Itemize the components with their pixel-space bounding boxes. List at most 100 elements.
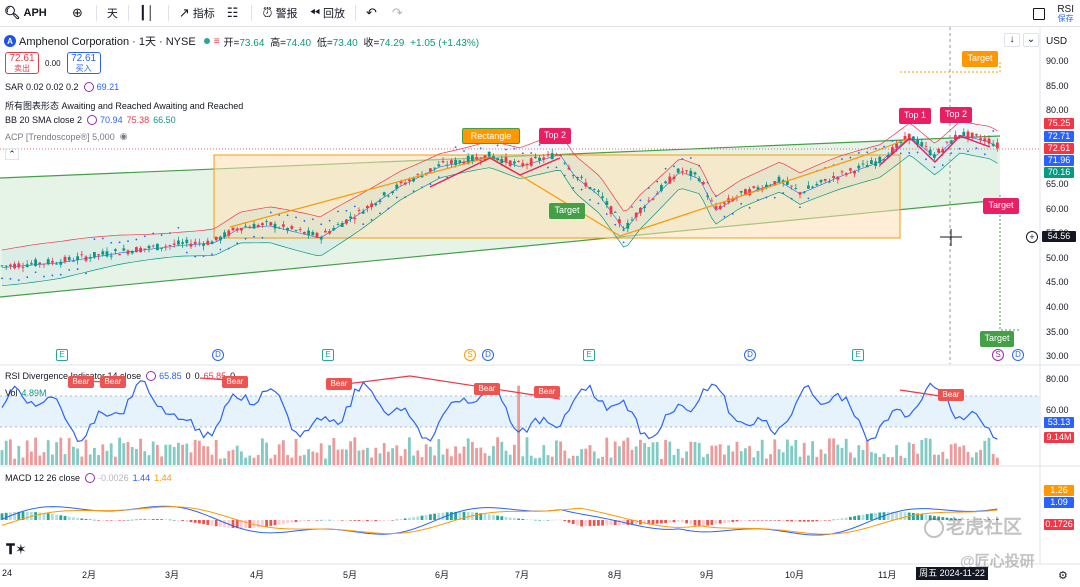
crosshair-price: 54.56 — [1047, 231, 1071, 241]
volume-bar — [874, 453, 877, 465]
alert-button[interactable]: ⏰︎ 警报 — [256, 0, 303, 27]
settings-button[interactable]: ⌄ — [1023, 33, 1039, 47]
event-marker-icon[interactable]: D — [744, 349, 756, 361]
macd-histogram-bar — [151, 519, 155, 520]
candle-body — [366, 206, 369, 209]
legend-bb[interactable]: BB 20 SMA close 2 70.94 75.38 66.50 — [5, 115, 180, 125]
undo-button[interactable]: ↶ — [360, 0, 386, 27]
indicators-button[interactable]: ↗ 指标 — [173, 0, 221, 27]
volume-bar — [882, 453, 886, 465]
volume-bar — [416, 450, 420, 465]
price-tag: 75.25 — [1044, 118, 1074, 129]
redo-button[interactable]: ↷ — [386, 0, 412, 27]
layout-button[interactable]: ☷ — [221, 0, 248, 27]
compare-icon[interactable]: ≡ — [213, 35, 220, 47]
sell-price: 72.61 — [9, 53, 35, 64]
candle-body — [970, 132, 974, 137]
volume-bar — [891, 457, 894, 465]
event-marker-icon[interactable]: E — [583, 349, 595, 361]
chart-type-button[interactable]: ┃│ — [133, 0, 164, 27]
legend-patterns[interactable]: 所有图表形态 Awaiting and Reached Awaiting and… — [5, 99, 243, 112]
event-marker-icon[interactable]: E — [852, 349, 864, 361]
macd-histogram-bar — [202, 520, 205, 525]
volume-bar — [172, 447, 176, 465]
macd-histogram-bar — [576, 520, 579, 526]
event-marker-icon[interactable]: S — [992, 349, 1004, 361]
candle-body — [84, 256, 88, 261]
macd-histogram-bar — [807, 520, 810, 522]
sar-dot — [740, 202, 743, 205]
volume-bar — [256, 455, 260, 465]
sell-button[interactable]: 72.61 卖出 — [5, 52, 39, 74]
time-tick: 24 — [2, 568, 13, 578]
collapse-legend-button[interactable]: ⌃ — [5, 148, 19, 160]
candle-body — [475, 157, 478, 159]
macd-histogram-bar — [769, 520, 772, 521]
replay-button[interactable]: ⏪︎ 回放 — [304, 0, 351, 27]
candle-body — [798, 192, 802, 195]
sar-dot — [286, 214, 289, 217]
candle-body — [643, 206, 646, 209]
legend-sar[interactable]: SAR 0.02 0.02 0.2 69.21 — [5, 82, 123, 92]
candle-body — [752, 186, 756, 188]
chart-canvas[interactable] — [0, 27, 1080, 587]
watermark-brand: 老虎社区 — [924, 512, 1022, 539]
legend-macd[interactable]: MACD 12 26 close -0.0026 1.44 1.44 — [5, 473, 176, 483]
compare-button[interactable]: ⊕ — [66, 0, 92, 27]
event-marker-icon[interactable]: E — [56, 349, 68, 361]
gear-icon[interactable]: ⚙ — [1058, 570, 1068, 582]
candle-body — [605, 201, 609, 206]
sar-dot — [841, 158, 843, 160]
legend-acp[interactable]: ACP [Trendoscope®] 5,000 ◉ — [5, 131, 128, 142]
event-marker-icon[interactable]: D — [482, 349, 494, 361]
volume-bar — [265, 442, 268, 465]
interval-button[interactable]: 天 — [101, 0, 124, 27]
scroll-down-button[interactable]: ↓ — [1004, 33, 1020, 47]
volume-tag: 9.14M — [1044, 432, 1074, 443]
candle-body — [513, 161, 516, 164]
tradingview-logo-icon[interactable]: 𝐓✶ — [6, 541, 27, 557]
fullscreen-button[interactable] — [1027, 0, 1051, 27]
interval-label: 天 — [106, 8, 118, 20]
save-layout-button[interactable]: RSI 保存 — [1051, 4, 1080, 23]
macd-histogram-bar — [193, 520, 197, 523]
event-marker-icon[interactable]: D — [1012, 349, 1024, 361]
macd-histogram-bar — [328, 519, 331, 521]
macd-histogram-bar — [466, 512, 470, 520]
legend-volume[interactable]: Vol 4.89M — [5, 388, 51, 398]
sar-value: 69.21 — [96, 82, 120, 92]
macd-histogram-bar — [786, 520, 789, 522]
bear-tag: Bear — [68, 376, 94, 388]
volume-bar — [937, 454, 940, 465]
source-icon — [146, 371, 157, 381]
volume-bar — [534, 458, 537, 465]
candle-body — [248, 226, 252, 229]
candle-body — [555, 154, 558, 156]
volume-bar — [966, 451, 970, 465]
currency-selector[interactable]: USD — [1046, 36, 1068, 47]
macd-histogram-bar — [756, 520, 760, 521]
buy-button[interactable]: 72.61 买入 — [66, 52, 101, 74]
sar-dot — [1, 277, 3, 280]
candle-body — [954, 134, 957, 140]
sar-dot — [227, 247, 230, 250]
symbol-search[interactable]: 🔍︎ APH — [0, 0, 66, 27]
macd-histogram-bar — [139, 519, 142, 520]
eye-icon[interactable]: ◉ — [119, 131, 128, 141]
macd-histogram-bar — [664, 520, 667, 524]
volume-bar — [294, 438, 298, 465]
double-top-line-right — [879, 135, 991, 166]
event-marker-icon[interactable]: D — [212, 349, 224, 361]
candle-body — [651, 198, 655, 200]
event-marker-icon[interactable]: E — [322, 349, 334, 361]
macd-histogram-bar — [424, 514, 428, 520]
volume-bar — [760, 439, 764, 465]
candle-body — [479, 160, 483, 162]
volume-bar — [849, 452, 852, 465]
macd-histogram-bar — [63, 515, 67, 520]
sar-dot — [992, 130, 995, 132]
event-marker-icon[interactable]: S — [464, 349, 476, 361]
volume-bar — [949, 444, 953, 465]
add-alert-icon[interactable]: + — [1026, 231, 1038, 243]
sar-dot — [916, 151, 919, 154]
